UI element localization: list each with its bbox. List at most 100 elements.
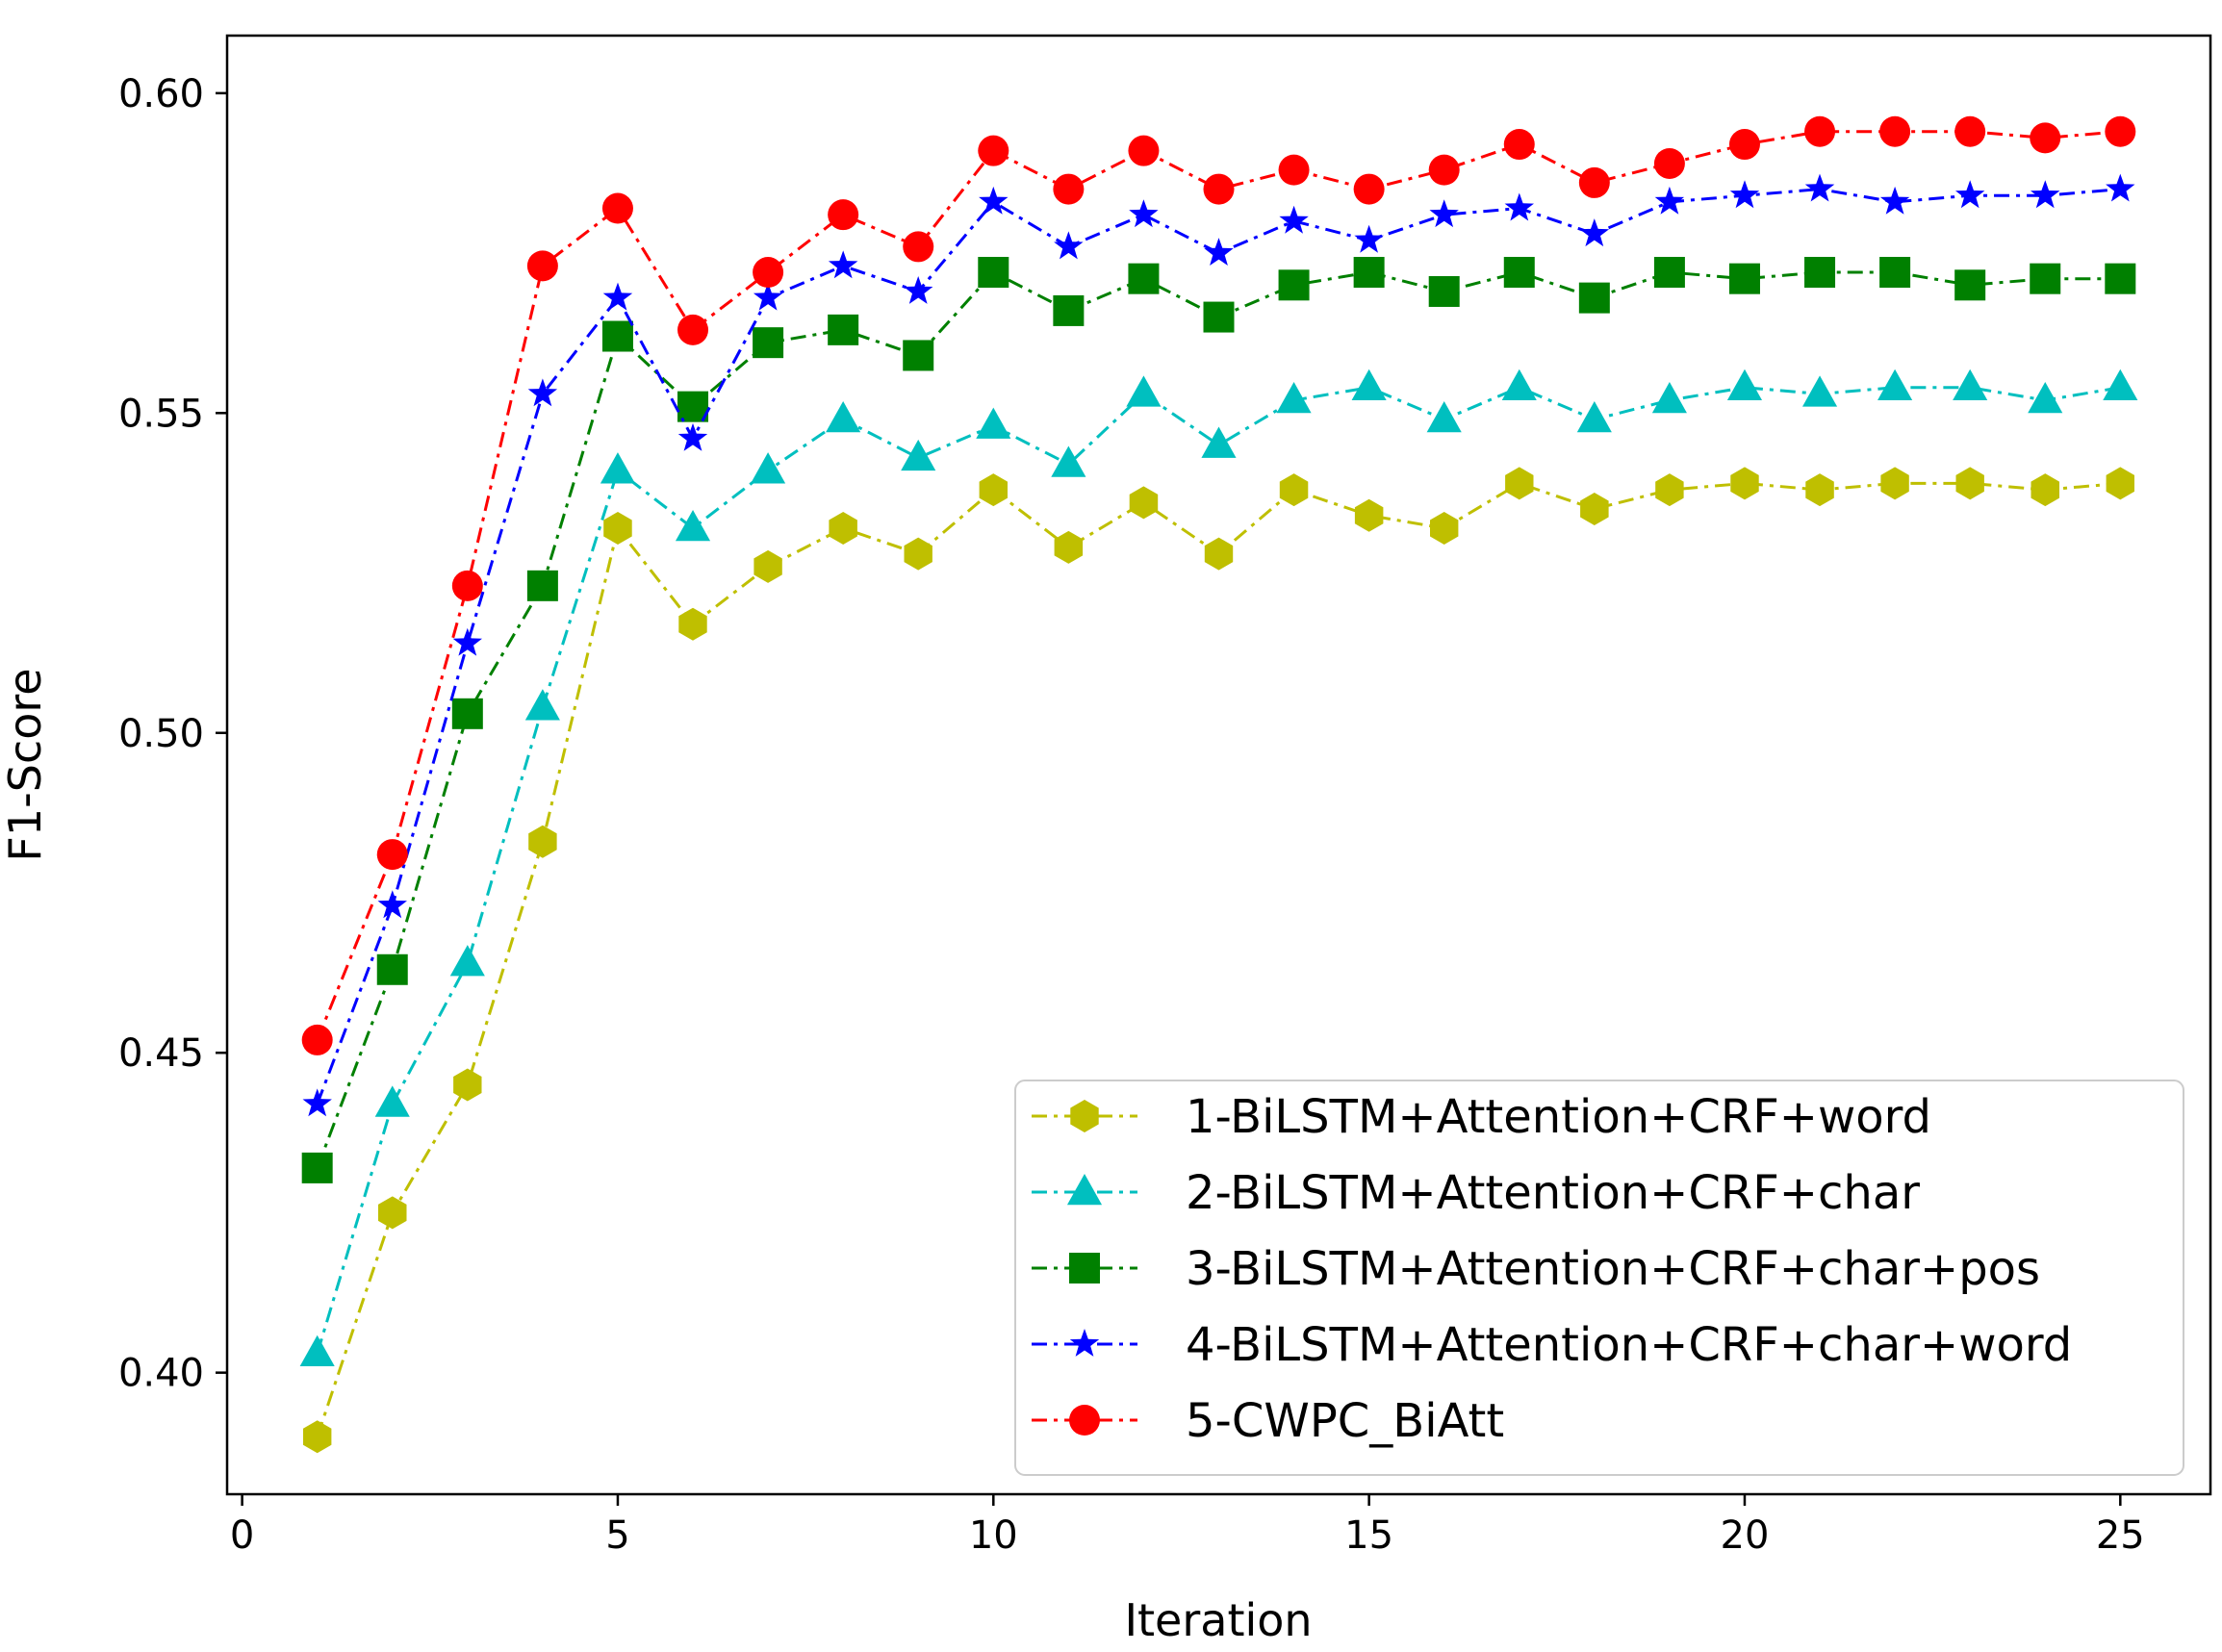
data-point: [1728, 129, 1760, 161]
data-point: [1580, 493, 1609, 525]
data-point: [1955, 467, 1984, 500]
data-point: [1801, 375, 1838, 407]
data-point: [527, 378, 558, 407]
data-point: [1051, 445, 1086, 477]
data-point: [678, 607, 707, 641]
data-point: [828, 314, 859, 345]
data-point: [753, 257, 784, 289]
series-layer: [299, 115, 2138, 1454]
x-tick-label: 25: [2096, 1513, 2145, 1558]
data-point: [976, 407, 1011, 439]
data-point: [1879, 186, 1910, 215]
legend-label: 2-BiLSTM+Attention+CRF+char: [1186, 1166, 1920, 1220]
x-axis-title: Iteration: [1124, 1594, 1312, 1646]
legend-marker: [1069, 1405, 1100, 1436]
data-point: [753, 282, 783, 311]
data-point: [1955, 180, 1985, 209]
data-point: [376, 839, 408, 871]
x-tick-label: 5: [605, 1513, 629, 1558]
y-tick-label: 0.45: [118, 1031, 204, 1076]
data-point: [602, 282, 633, 311]
data-point: [378, 1196, 407, 1230]
data-point: [677, 314, 709, 345]
data-point: [302, 1088, 332, 1117]
data-point: [601, 192, 633, 224]
data-point: [2105, 263, 2136, 294]
data-point: [1954, 115, 1986, 147]
data-point: [903, 231, 934, 263]
data-point: [1503, 129, 1535, 161]
data-point: [1353, 257, 1385, 289]
data-point: [374, 1085, 410, 1117]
data-point: [2105, 115, 2136, 147]
legend-label: 3-BiLSTM+Attention+CRF+char+pos: [1186, 1242, 2040, 1296]
data-point: [978, 135, 1009, 166]
data-point: [2030, 263, 2061, 294]
data-point: [1354, 498, 1384, 532]
data-point: [2028, 382, 2063, 414]
x-tick-label: 15: [1344, 1513, 1393, 1558]
data-point: [1204, 238, 1234, 266]
data-point: [301, 1152, 333, 1183]
data-point: [1576, 400, 1612, 433]
data-point: [376, 953, 408, 985]
data-point: [528, 825, 557, 858]
data-point: [2030, 122, 2061, 154]
legend-entry-4: 4-BiLSTM+Attention+CRF+char+word: [1032, 1318, 2072, 1372]
legend-marker: [1066, 1174, 1103, 1206]
legend-entry-5: 5-CWPC_BiAtt: [1032, 1394, 1504, 1448]
data-point: [1053, 173, 1085, 205]
y-tick-label: 0.60: [118, 72, 204, 116]
data-point: [451, 698, 483, 729]
data-point: [828, 250, 858, 279]
legend-label: 1-BiLSTM+Attention+CRF+word: [1186, 1090, 1931, 1144]
data-point: [301, 1024, 333, 1055]
data-point: [1278, 154, 1310, 186]
data-point: [1653, 257, 1685, 289]
data-point: [753, 327, 784, 359]
data-point: [1729, 180, 1760, 209]
x-tick-label: 20: [1721, 1513, 1770, 1558]
data-point: [1054, 231, 1084, 260]
series-5: [301, 115, 2136, 1055]
y-tick-label: 0.50: [118, 712, 204, 756]
data-point: [1654, 186, 1685, 215]
data-point: [1578, 282, 1610, 314]
data-point: [903, 340, 934, 371]
legend-label: 4-BiLSTM+Attention+CRF+char+word: [1186, 1318, 2072, 1372]
legend-frame: [1014, 1080, 2184, 1476]
data-point: [1430, 512, 1459, 545]
data-point: [1278, 269, 1310, 301]
data-point: [1578, 166, 1610, 198]
data-point: [449, 945, 485, 977]
data-point: [1128, 263, 1160, 294]
data-point: [2103, 369, 2138, 401]
data-point: [1129, 199, 1159, 228]
legend-entry-3: 3-BiLSTM+Attention+CRF+char+pos: [1032, 1242, 2040, 1296]
y-tick-label: 0.55: [118, 392, 204, 436]
data-point: [677, 422, 708, 451]
data-point: [979, 473, 1008, 507]
data-point: [1954, 269, 1986, 301]
legend: 1-BiLSTM+Attention+CRF+word 2-BiLSTM+Atte…: [1014, 1080, 2184, 1476]
data-point: [828, 199, 859, 231]
data-point: [1204, 537, 1234, 571]
data-point: [1651, 382, 1687, 414]
data-point: [1429, 199, 1459, 228]
data-point: [1128, 135, 1160, 166]
data-point: [1655, 473, 1684, 507]
data-point: [751, 452, 786, 484]
axes-layer: 0 5 10 15 20 25 0.40 0.45 0.50 0.55 0.60: [118, 72, 2145, 1558]
data-point: [1505, 467, 1534, 500]
data-point: [1428, 154, 1460, 186]
data-point: [2030, 473, 2059, 507]
data-point: [1054, 530, 1084, 564]
data-point: [1804, 115, 1836, 147]
data-point: [2030, 180, 2060, 209]
legend-entry-2: 2-BiLSTM+Attention+CRF+char: [1032, 1166, 1920, 1220]
data-point: [524, 689, 560, 721]
data-point: [753, 549, 782, 583]
data-point: [826, 400, 861, 433]
data-point: [1203, 173, 1235, 205]
